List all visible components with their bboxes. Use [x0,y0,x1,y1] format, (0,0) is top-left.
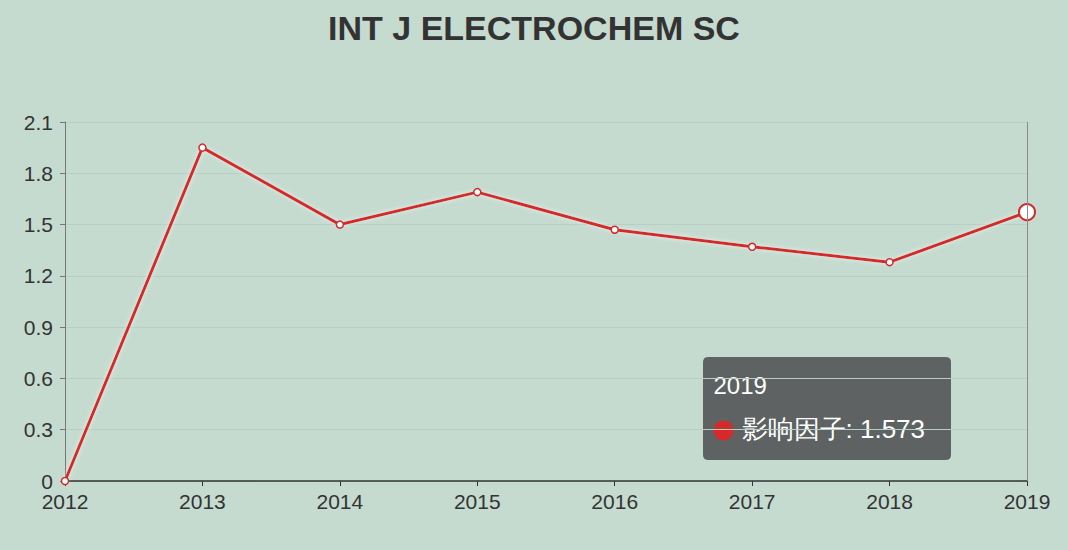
svg-text:INT J ELECTROCHEM SC: INT J ELECTROCHEM SC [328,9,740,47]
svg-text:2017: 2017 [729,490,776,513]
svg-text:0: 0 [41,469,53,493]
svg-text:2016: 2016 [591,490,638,513]
svg-text:2018: 2018 [866,490,913,513]
svg-text:2019: 2019 [714,372,767,399]
svg-text:2014: 2014 [316,490,363,513]
svg-text:2019: 2019 [1004,490,1051,513]
svg-text:1.8: 1.8 [24,162,53,185]
svg-text:影响因子: 1.573: 影响因子: 1.573 [742,414,926,444]
svg-text:0.9: 0.9 [24,316,53,339]
svg-text:1.2: 1.2 [24,264,53,287]
svg-text:0.3: 0.3 [24,418,53,441]
svg-text:0.6: 0.6 [24,367,53,390]
svg-text:2013: 2013 [179,490,226,513]
svg-text:2.1: 2.1 [24,111,53,134]
svg-text:1.5: 1.5 [24,213,53,236]
svg-text:2015: 2015 [454,490,501,513]
svg-text:2012: 2012 [42,490,89,513]
